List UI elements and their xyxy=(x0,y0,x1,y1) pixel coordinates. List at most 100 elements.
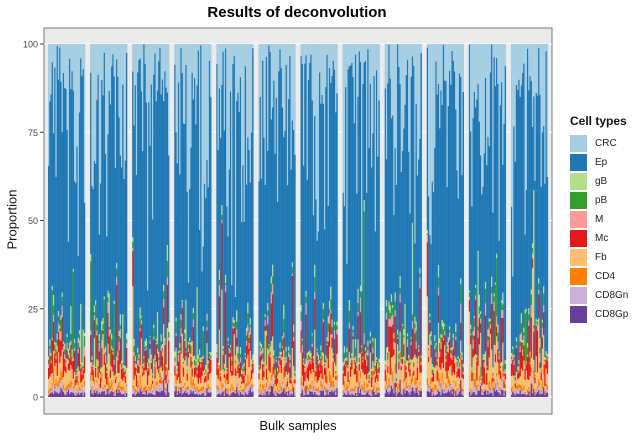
bar-segment-mc xyxy=(479,323,482,333)
bar-segment-cd4 xyxy=(447,376,450,384)
bar-segment-ep xyxy=(354,54,357,340)
bar-segment-crc xyxy=(457,44,460,199)
bar-segment-crc xyxy=(416,44,419,176)
bar-segment-fb xyxy=(364,374,367,391)
bar-segment-crc xyxy=(388,44,390,45)
bar-segment-cd4 xyxy=(281,381,284,385)
bar-segment-fb xyxy=(265,379,268,383)
bar-segment-mc xyxy=(451,359,453,376)
bar-segment-cd8gn xyxy=(111,387,113,391)
bar-segment-cd8gp xyxy=(317,395,320,397)
bar-segment-gb xyxy=(488,318,490,322)
bar-segment-crc xyxy=(223,44,226,131)
bar-segment-m xyxy=(263,366,265,372)
bar-segment-fb xyxy=(481,385,483,390)
bar-segment-crc xyxy=(405,44,408,75)
bar-segment-cd8gp xyxy=(218,393,221,397)
bar-segment-fb xyxy=(460,340,462,353)
bar-segment-ep xyxy=(111,66,113,334)
bar-segment-cd8gp xyxy=(517,393,519,397)
bar-segment-ep xyxy=(150,84,153,355)
bar-segment-mc xyxy=(442,340,445,369)
bar-segment-cd8gn xyxy=(81,387,83,393)
bar-segment-pb xyxy=(155,340,158,344)
bar-segment-ep xyxy=(453,71,456,356)
bar-segment-gb xyxy=(93,305,96,313)
bar-segment-cd8gn xyxy=(182,387,185,393)
bar-segment-gb xyxy=(395,373,398,378)
bar-segment-gb xyxy=(431,364,434,370)
bar-segment-m xyxy=(92,368,94,371)
bar-segment-ep xyxy=(377,156,379,363)
bar-segment-mc xyxy=(289,367,291,384)
bar-segment-ep xyxy=(405,74,408,361)
bar-segment-gb xyxy=(52,294,55,306)
bar-segment-m xyxy=(335,373,337,377)
bar-segment-ep xyxy=(83,202,86,333)
bar-segment-m xyxy=(451,355,453,360)
bar-segment-m xyxy=(533,328,535,332)
bar-segment-cd8gn xyxy=(174,387,176,392)
bar-segment-crc xyxy=(346,44,348,264)
bar-segment-mc xyxy=(300,330,302,353)
bar-segment-crc xyxy=(139,44,141,59)
bar-segment-pb xyxy=(286,378,289,380)
bar-segment-cd8gn xyxy=(404,389,406,394)
bar-segment-cd8gp xyxy=(201,393,203,397)
bar-segment-crc xyxy=(142,44,144,151)
bar-segment-pb xyxy=(387,352,389,360)
bar-segment-pb xyxy=(158,357,160,360)
bar-segment-ep xyxy=(535,92,538,319)
bar-segment-cd4 xyxy=(158,385,160,387)
bar-segment-crc xyxy=(192,44,195,100)
bar-segment-cd4 xyxy=(540,390,542,393)
bar-segment-pb xyxy=(151,375,154,378)
bar-segment-cd8gn xyxy=(476,391,478,395)
bar-segment-mc xyxy=(482,359,484,384)
bar-segment-fb xyxy=(343,375,346,381)
bar-segment-crc xyxy=(524,44,526,235)
bar-segment-gb xyxy=(176,365,179,369)
bar-segment-ep xyxy=(316,240,318,349)
bar-segment-m xyxy=(269,355,271,358)
bar-segment-cd4 xyxy=(316,388,318,392)
bar-segment-ep xyxy=(305,55,307,291)
bar-segment-gb xyxy=(540,367,542,370)
bar-segment-cd8gn xyxy=(116,379,118,390)
bar-segment-cd4 xyxy=(60,371,62,381)
bar-segment-pb xyxy=(519,341,521,347)
bar-segment-cd4 xyxy=(223,390,226,394)
bar-segment-mc xyxy=(462,374,464,380)
bar-segment-fb xyxy=(346,366,348,385)
bar-segment-cd4 xyxy=(400,390,403,392)
bar-segment-gb xyxy=(114,374,117,378)
bar-segment-pb xyxy=(343,352,346,360)
bar-segment-mc xyxy=(276,378,279,384)
bar-segment-mc xyxy=(400,366,403,371)
bar-segment-m xyxy=(322,319,325,323)
bar-segment-pb xyxy=(263,364,265,367)
bar-segment-mc xyxy=(350,366,352,377)
bar-segment-pb xyxy=(492,373,494,376)
bar-segment-cd4 xyxy=(347,385,349,389)
bar-segment-mc xyxy=(151,380,154,385)
bar-segment-mc xyxy=(540,372,542,380)
bar-segment-fb xyxy=(65,373,67,388)
bar-segment-gb xyxy=(194,355,196,360)
bar-segment-pb xyxy=(394,301,396,311)
bar-segment-cd8gp xyxy=(284,393,286,397)
bar-segment-cd8gp xyxy=(97,394,99,397)
bar-segment-ep xyxy=(284,130,286,358)
bar-segment-m xyxy=(222,350,224,355)
bar-segment-ep xyxy=(502,164,504,293)
bar-segment-gb xyxy=(153,324,155,329)
bar-segment-crc xyxy=(203,44,206,184)
bar-segment-pb xyxy=(455,331,457,337)
bar-segment-crc xyxy=(132,44,134,72)
bar-segment-gb xyxy=(346,347,348,353)
bar-segment-cd4 xyxy=(148,386,150,389)
bar-segment-pb xyxy=(280,354,283,357)
bar-segment-m xyxy=(191,364,193,369)
bar-segment-cd8gn xyxy=(220,394,222,396)
